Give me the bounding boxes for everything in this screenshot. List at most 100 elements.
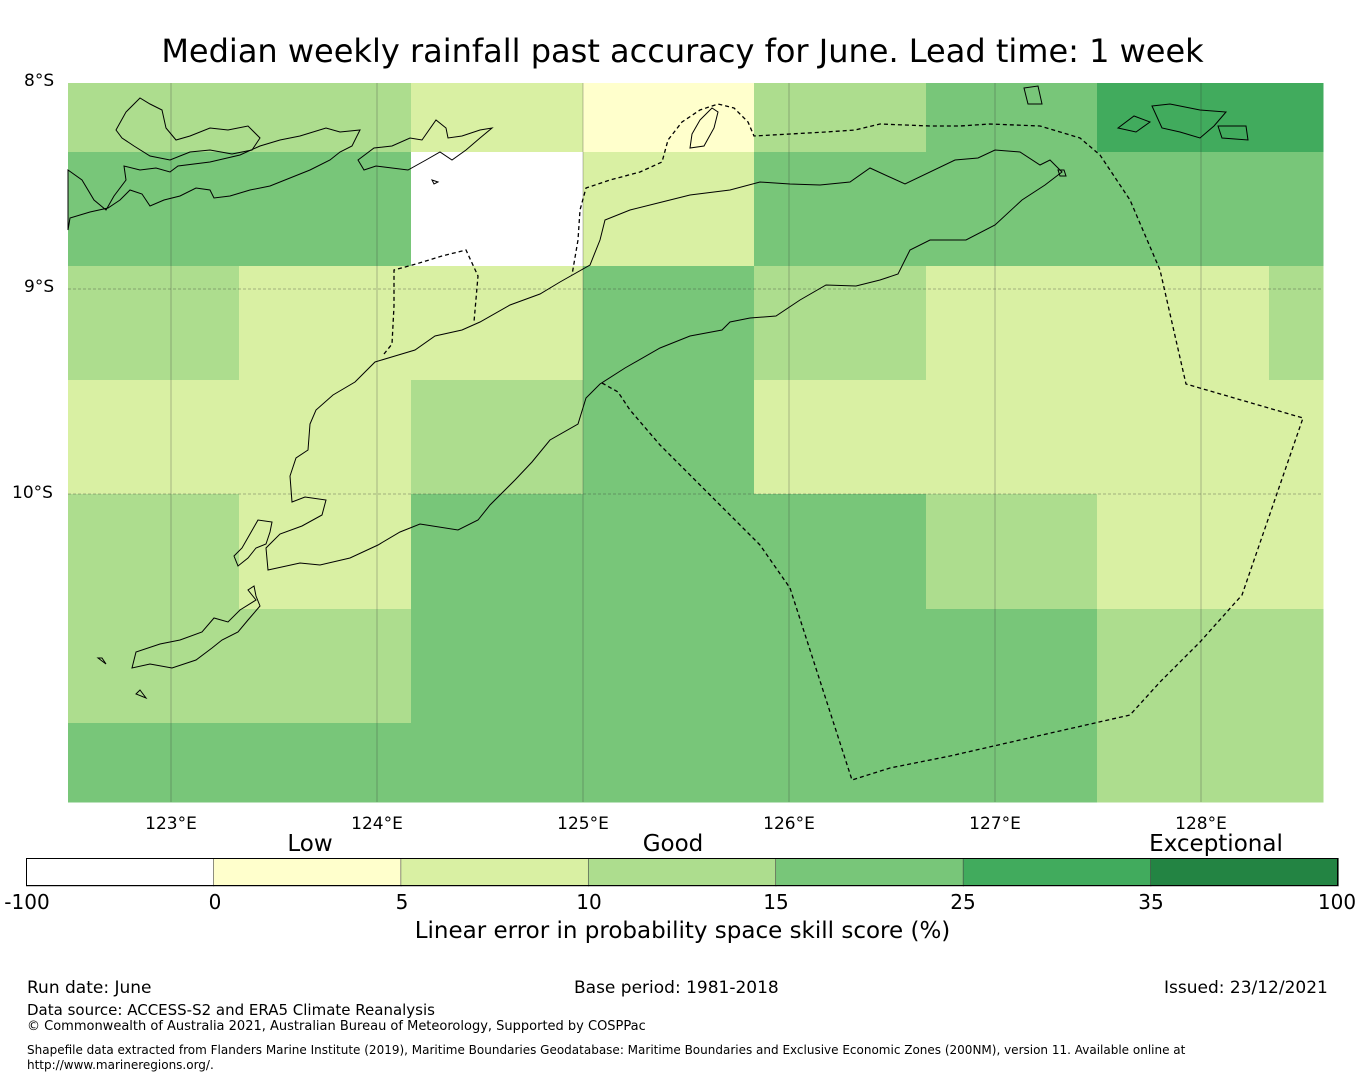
skill-cell [68, 723, 240, 803]
skill-cell [1269, 494, 1324, 610]
skill-cell [583, 152, 755, 267]
copyright: © Commonwealth of Australia 2021, Austra… [27, 1019, 646, 1034]
skill-cell [1269, 83, 1324, 153]
alor-coastline [115, 97, 261, 161]
skill-cell [583, 83, 755, 153]
colorbar-segment [1150, 858, 1339, 887]
skill-cell [239, 609, 412, 724]
skill-cell [583, 380, 755, 495]
wetar-coastline [357, 119, 494, 171]
base-period: Base period: 1981-2018 [574, 978, 779, 998]
skill-cell [239, 723, 412, 803]
lon-label-128e: 128°E [1175, 814, 1227, 834]
skill-cell [1269, 609, 1324, 724]
skill-cell [583, 723, 755, 803]
tick-15: 15 [763, 890, 789, 914]
colorbar-segment [213, 858, 402, 887]
skill-cell [1269, 152, 1324, 267]
skill-cell [239, 266, 412, 381]
shapefile-credit-line2: http://www.marineregions.org/. [27, 1058, 214, 1072]
islet-2 [135, 689, 148, 700]
shapefile-credit-line1: Shapefile data extracted from Flanders M… [27, 1043, 1186, 1057]
skill-cell [583, 494, 755, 610]
colorbar [26, 858, 1339, 887]
lon-label-127e: 127°E [969, 814, 1021, 834]
skill-cell [1269, 723, 1324, 803]
leti-coastline [1116, 115, 1152, 133]
skill-cell [1269, 266, 1324, 381]
colorbar-label: Linear error in probability space skill … [414, 918, 951, 944]
data-source: Data source: ACCESS-S2 and ERA5 Climate … [27, 1001, 435, 1019]
kisar-coastline [1023, 85, 1043, 105]
lat-label-10s: 10°S [12, 483, 53, 503]
skill-cell [926, 266, 1098, 381]
skill-cell [1097, 723, 1270, 803]
rote-coastline [131, 585, 261, 669]
skill-cell [239, 494, 412, 610]
lon-label-123e: 123°E [145, 814, 197, 834]
skill-cell [411, 152, 584, 267]
tick-35: 35 [1138, 890, 1164, 914]
skill-cell [1097, 609, 1270, 724]
skill-cell [239, 152, 412, 267]
skill-cell [754, 266, 927, 381]
tick-25: 25 [950, 890, 976, 914]
skill-cell [68, 494, 240, 610]
colorbar-segment [26, 858, 215, 887]
skill-cell [68, 152, 240, 267]
skill-cell [411, 494, 584, 610]
tick-100: 100 [1317, 890, 1357, 914]
lat-label-8s: 8°S [24, 71, 55, 91]
skill-cell [1097, 152, 1270, 267]
skill-cell [754, 83, 927, 153]
islet-4 [1057, 169, 1067, 177]
lon-label-125e: 125°E [557, 814, 609, 834]
graticule [68, 83, 1323, 802]
skill-grid [68, 83, 1324, 803]
skill-cell [926, 380, 1098, 495]
skill-cell [926, 723, 1098, 803]
skill-cell [754, 494, 927, 610]
atauro-coastline [689, 107, 719, 149]
run-date: Run date: June [27, 978, 152, 998]
skill-cell [926, 609, 1098, 724]
semau-coastline [233, 519, 273, 567]
skill-cell [1269, 380, 1324, 495]
tick-neg100: -100 [4, 890, 50, 914]
tick-0: 0 [208, 890, 222, 914]
skill-cell [68, 266, 240, 381]
category-good: Good [642, 831, 704, 857]
lakor-coastline [1217, 125, 1249, 141]
moa-coastline [1151, 103, 1228, 139]
skill-cell [754, 609, 927, 724]
skill-cell [1097, 83, 1270, 153]
skill-cell [926, 83, 1098, 153]
lon-label-126e: 126°E [763, 814, 815, 834]
timor-coastline [265, 149, 1063, 571]
islet-1 [96, 657, 107, 665]
tick-5: 5 [395, 890, 409, 914]
skill-cell [754, 380, 927, 495]
coastlines [67, 85, 1249, 700]
skill-cell [68, 380, 240, 495]
skill-cell [1097, 266, 1270, 381]
skill-cell [754, 152, 927, 267]
skill-cell [68, 609, 240, 724]
lon-label-124e: 124°E [351, 814, 403, 834]
skill-cell [68, 83, 240, 153]
category-exceptional: Exceptional [1149, 831, 1283, 857]
lat-label-9s: 9°S [24, 277, 55, 297]
tick-10: 10 [576, 890, 602, 914]
eez-boundary-east [571, 103, 1304, 781]
colorbar-segment [775, 858, 964, 887]
colorbar-segment [962, 858, 1152, 887]
skill-cell [583, 609, 755, 724]
skill-cell [926, 494, 1098, 610]
category-low: Low [287, 831, 333, 857]
colorbar-segment [587, 858, 777, 887]
skill-cell [411, 380, 584, 495]
issued-date: Issued: 23/12/2021 [1164, 978, 1328, 998]
skill-cell [411, 723, 584, 803]
skill-cell [411, 83, 584, 153]
